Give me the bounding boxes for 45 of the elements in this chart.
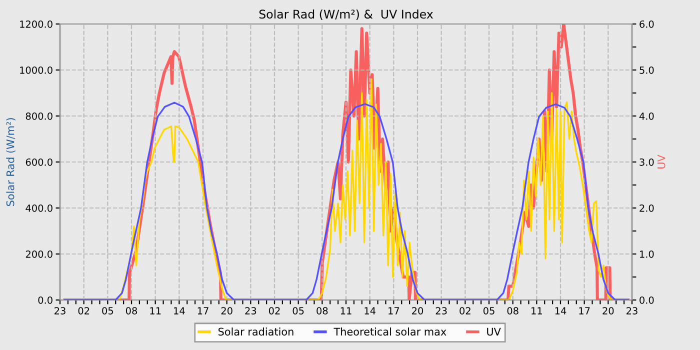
- x-tick-label: 23: [436, 307, 447, 314]
- x-tick-label: 05: [483, 307, 494, 314]
- x-tick-label: 17: [198, 307, 208, 314]
- legend-label: Theoretical solar max: [334, 328, 446, 336]
- x-tick-label: 14: [555, 307, 566, 314]
- y2-tick-label: 2.0: [640, 204, 654, 212]
- y2-tick-label: 1.0: [640, 250, 654, 258]
- y2-tick-label: 0.0: [640, 296, 654, 304]
- x-tick-label: 02: [268, 307, 280, 314]
- x-tick-label: 23: [245, 307, 256, 314]
- legend-label: UV: [487, 328, 501, 336]
- y2-tick-label: 6.0: [640, 20, 654, 28]
- y-axis-title: Solar Rad (W/m²): [6, 118, 16, 206]
- x-tick-label: 08: [126, 307, 138, 314]
- x-tick-label: 11: [150, 307, 161, 314]
- x-tick-label: 02: [78, 307, 90, 314]
- x-tick-label: 11: [340, 307, 352, 314]
- x-tick-label: 17: [388, 307, 400, 314]
- x-tick-label: 17: [579, 307, 590, 314]
- x-tick-label: 23: [54, 307, 66, 314]
- x-tick-label: 14: [174, 307, 185, 314]
- y-tick-label: 0.0: [38, 296, 52, 304]
- x-tick-label: 14: [364, 307, 376, 314]
- y-tick-label: 600.0: [26, 158, 52, 166]
- chart-title: Solar Rad (W/m²) & UV Index: [259, 9, 434, 20]
- x-tick-label: 05: [292, 307, 304, 314]
- x-tick-label: 05: [102, 307, 114, 314]
- x-tick-label: 02: [460, 307, 470, 314]
- y-tick-label: 200.0: [26, 250, 52, 258]
- y2-tick-label: 4.0: [639, 112, 654, 120]
- x-tick-label: 08: [507, 307, 518, 314]
- y2-tick-label: 3.0: [640, 158, 654, 166]
- y2-tick-label: 5.0: [640, 66, 654, 74]
- y-tick-label: 1200.0: [20, 20, 52, 28]
- x-tick-label: 20: [412, 307, 424, 314]
- x-tick-label: 23: [626, 307, 638, 314]
- x-tick-label: 20: [602, 307, 614, 314]
- x-tick-label: 08: [316, 307, 328, 314]
- x-tick-label: 11: [532, 307, 542, 314]
- y-tick-label: 800.0: [26, 112, 52, 120]
- legend-label: Solar radiation: [218, 328, 294, 336]
- y2-axis-title: UV: [658, 154, 666, 168]
- y-tick-label: 1000.0: [20, 66, 52, 74]
- y-tick-label: 400.0: [26, 204, 52, 212]
- x-tick-label: 20: [221, 307, 232, 314]
